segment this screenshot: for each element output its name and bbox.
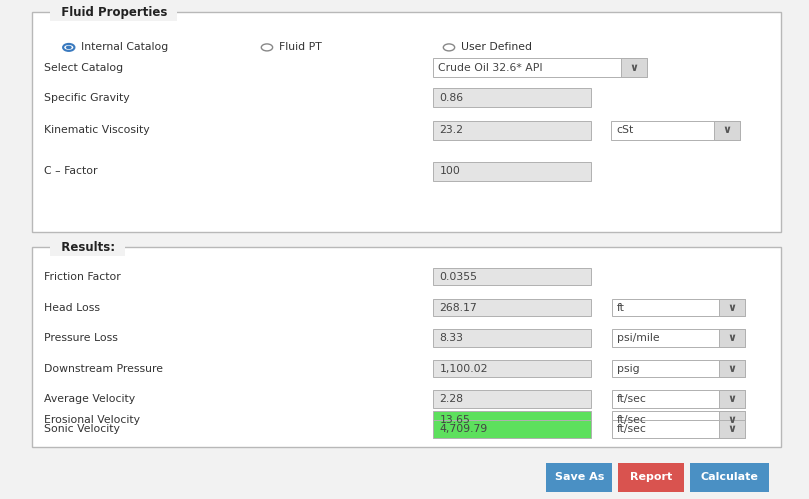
Bar: [433, 299, 591, 316]
Bar: [719, 360, 745, 377]
Bar: [433, 420, 591, 438]
Text: Fluid PT: Fluid PT: [279, 42, 322, 52]
Text: 1,100.02: 1,100.02: [439, 363, 488, 374]
Text: Internal Catalog: Internal Catalog: [81, 42, 168, 52]
Text: Calculate: Calculate: [701, 472, 759, 482]
Bar: [433, 390, 591, 408]
Text: Results:: Results:: [53, 241, 123, 253]
Circle shape: [443, 44, 455, 51]
Bar: [612, 420, 745, 438]
Bar: [719, 411, 745, 428]
Text: ∨: ∨: [727, 394, 737, 404]
Text: Report: Report: [630, 472, 672, 482]
Bar: [612, 329, 745, 347]
Bar: [433, 58, 647, 77]
Text: Friction Factor: Friction Factor: [44, 271, 121, 282]
Text: ft/sec: ft/sec: [617, 424, 647, 434]
Bar: [32, 12, 781, 232]
Text: ∨: ∨: [722, 125, 732, 135]
Bar: [719, 390, 745, 408]
Circle shape: [63, 44, 74, 51]
Circle shape: [66, 45, 72, 49]
Text: 13.65: 13.65: [439, 415, 470, 425]
Text: C – Factor: C – Factor: [44, 166, 98, 176]
Text: ∨: ∨: [727, 302, 737, 313]
Bar: [719, 329, 745, 347]
Bar: [618, 463, 684, 492]
Text: ft: ft: [617, 302, 625, 313]
Text: ∨: ∨: [727, 333, 737, 343]
Text: User Defined: User Defined: [461, 42, 532, 52]
Text: 0.86: 0.86: [439, 93, 464, 103]
Text: 23.2: 23.2: [439, 125, 464, 135]
Text: Save As: Save As: [554, 472, 604, 482]
Bar: [433, 360, 591, 377]
Text: Average Velocity: Average Velocity: [44, 394, 136, 404]
Text: Crude Oil 32.6* API: Crude Oil 32.6* API: [438, 63, 543, 73]
Text: 2.28: 2.28: [439, 394, 464, 404]
Bar: [612, 360, 745, 377]
Bar: [719, 420, 745, 438]
Bar: [612, 299, 745, 316]
Text: 100: 100: [439, 166, 460, 176]
Text: 268.17: 268.17: [439, 302, 477, 313]
Bar: [433, 268, 591, 285]
Text: 0.0355: 0.0355: [439, 271, 477, 282]
Text: cSt: cSt: [616, 125, 633, 135]
Text: ft/sec: ft/sec: [617, 394, 647, 404]
Circle shape: [261, 44, 273, 51]
Bar: [719, 299, 745, 316]
Text: Pressure Loss: Pressure Loss: [44, 333, 118, 343]
Bar: [611, 121, 740, 140]
Text: 4,709.79: 4,709.79: [439, 424, 488, 434]
Bar: [433, 88, 591, 107]
Text: Specific Gravity: Specific Gravity: [44, 93, 130, 103]
Text: ft/sec: ft/sec: [617, 415, 647, 425]
Text: Erosional Velocity: Erosional Velocity: [44, 415, 141, 425]
Bar: [621, 58, 647, 77]
Bar: [32, 247, 781, 447]
Bar: [714, 121, 740, 140]
Text: ∨: ∨: [629, 63, 639, 73]
Text: Fluid Properties: Fluid Properties: [53, 6, 176, 19]
Bar: [546, 463, 612, 492]
Bar: [612, 411, 745, 428]
Bar: [433, 329, 591, 347]
Bar: [433, 411, 591, 428]
Text: ∨: ∨: [727, 424, 737, 434]
Text: psig: psig: [617, 363, 640, 374]
Bar: [433, 162, 591, 181]
Text: 8.33: 8.33: [439, 333, 464, 343]
Text: Kinematic Viscosity: Kinematic Viscosity: [44, 125, 150, 135]
Text: psi/mile: psi/mile: [617, 333, 660, 343]
Text: Select Catalog: Select Catalog: [44, 63, 124, 73]
Text: Downstream Pressure: Downstream Pressure: [44, 363, 163, 374]
Text: Sonic Velocity: Sonic Velocity: [44, 424, 121, 434]
Bar: [612, 390, 745, 408]
Text: Head Loss: Head Loss: [44, 302, 100, 313]
Bar: [690, 463, 769, 492]
Bar: [433, 121, 591, 140]
Text: ∨: ∨: [727, 415, 737, 425]
Text: ∨: ∨: [727, 363, 737, 374]
